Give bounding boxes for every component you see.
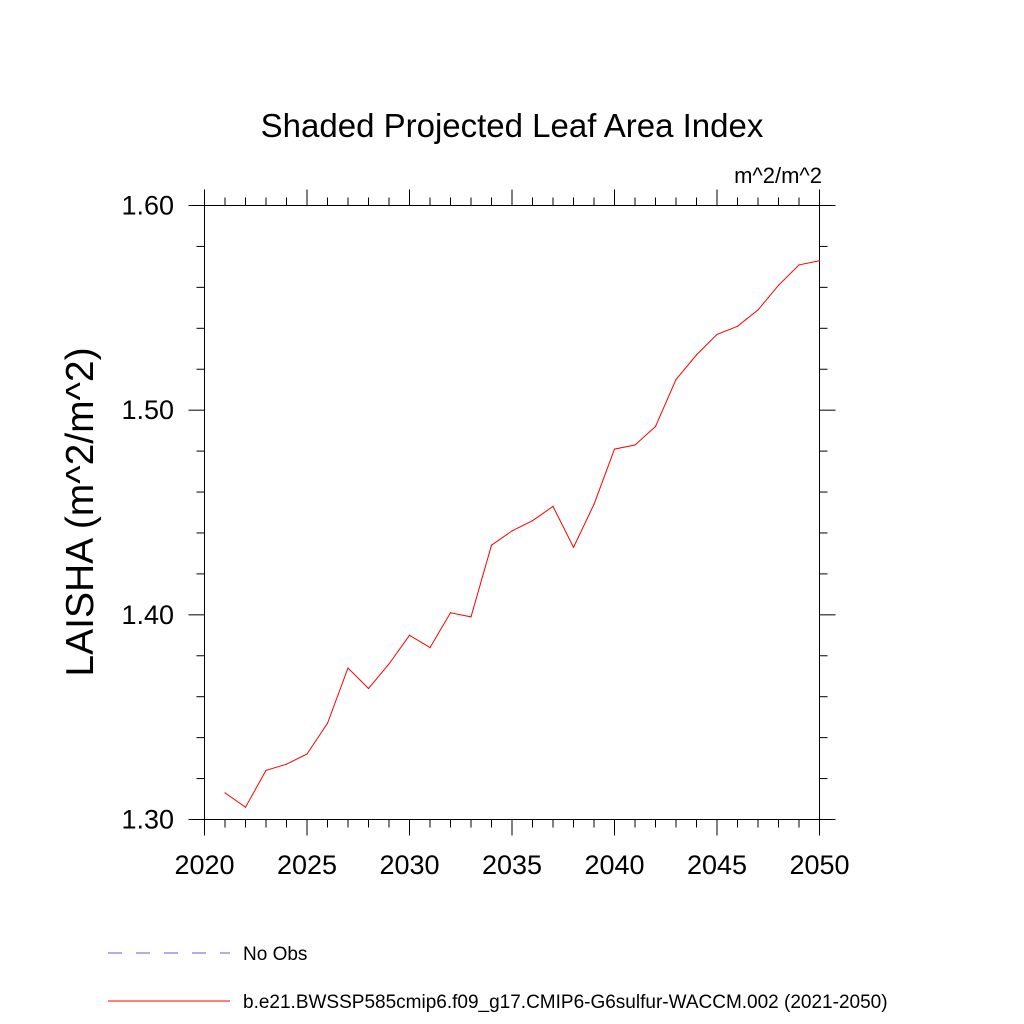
data-point xyxy=(818,260,821,262)
data-point xyxy=(736,325,739,327)
series-layer xyxy=(224,260,821,808)
x-tick-label: 2035 xyxy=(482,850,542,880)
data-point xyxy=(572,546,575,548)
data-point xyxy=(654,425,657,428)
x-tick-label: 2020 xyxy=(174,850,234,880)
x-tick-label: 2030 xyxy=(379,850,439,880)
data-point xyxy=(757,309,759,311)
data-point xyxy=(511,530,513,532)
y-tick-label: 1.60 xyxy=(121,191,174,221)
units-label: m^2/m^2 xyxy=(734,163,822,188)
data-point xyxy=(367,687,370,690)
data-point xyxy=(695,354,698,356)
data-point xyxy=(798,264,800,266)
data-point xyxy=(326,722,329,724)
data-point xyxy=(449,612,452,614)
data-point xyxy=(347,667,349,669)
legend-label: b.e21.BWSSP585cmip6.f09_g17.CMIP6-G6sulf… xyxy=(243,992,888,1013)
data-point xyxy=(388,663,390,665)
x-tick-label: 2045 xyxy=(687,850,747,880)
data-point xyxy=(490,544,493,546)
plot-frame xyxy=(204,205,820,820)
y-tick-label: 1.30 xyxy=(121,805,174,835)
y-axis-label: LAISHA (m^2/m^2) xyxy=(59,347,102,676)
x-axis-ticks: 2020 2025 2030 2035 2040 2045 2050 xyxy=(174,189,850,880)
data-point xyxy=(244,806,247,808)
x-tick-label: 2040 xyxy=(584,850,644,880)
data-point xyxy=(634,444,636,446)
x-tick-label: 2025 xyxy=(277,850,337,880)
data-point xyxy=(675,378,677,381)
legend: No Obs b.e21.BWSSP585cmip6.f09_g17.CMIP6-… xyxy=(108,944,888,1013)
data-point xyxy=(777,284,780,286)
data-point xyxy=(265,769,267,771)
data-point xyxy=(613,448,616,450)
legend-label: No Obs xyxy=(243,944,307,965)
y-axis-ticks: 1.30 1.40 1.50 1.60 xyxy=(121,191,836,835)
y-tick-label: 1.50 xyxy=(121,395,174,425)
x-tick-label: 2050 xyxy=(789,850,849,880)
data-point xyxy=(552,505,554,507)
data-point xyxy=(285,763,288,765)
y-tick-label: 1.40 xyxy=(121,600,174,630)
data-point xyxy=(429,646,431,649)
data-point xyxy=(593,503,595,505)
data-point xyxy=(306,753,308,755)
data-point xyxy=(224,792,226,794)
data-point xyxy=(408,634,411,636)
chart-title: Shaded Projected Leaf Area Index xyxy=(261,107,764,144)
data-point xyxy=(531,520,534,522)
series-line xyxy=(224,260,820,808)
data-point xyxy=(716,333,718,336)
data-point xyxy=(470,616,472,618)
